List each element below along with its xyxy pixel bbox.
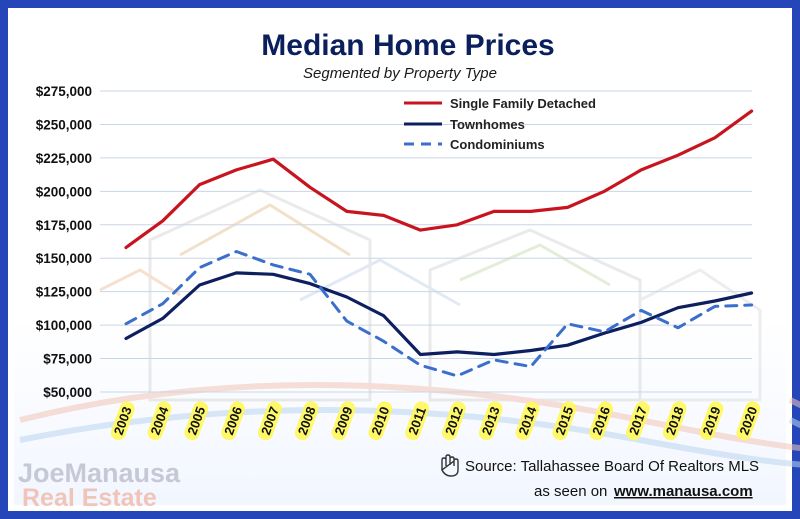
gridlines xyxy=(100,90,752,393)
y-tick-label: $125,000 xyxy=(36,285,92,300)
x-tick-highlight xyxy=(405,401,430,441)
x-tick-highlight xyxy=(552,401,577,441)
y-tick-label: $100,000 xyxy=(36,318,92,333)
x-tick: 2012 xyxy=(441,401,466,441)
source-note: Source: Tallahassee Board Of Realtors ML… xyxy=(441,454,759,500)
y-axis-tick-labels: $275,000 $250,000 $225,000 $200,000 $175,000… xyxy=(36,84,92,400)
x-tick: 2020 xyxy=(736,401,761,441)
x-tick-label: 2020 xyxy=(736,405,760,437)
y-tick-label: $225,000 xyxy=(36,151,92,166)
legend-label-condominiums: Condominiums xyxy=(450,137,545,152)
x-tick: 2011 xyxy=(405,401,430,441)
x-tick-label: 2014 xyxy=(516,404,540,437)
x-tick-highlight xyxy=(184,401,209,441)
series-line-townhomes xyxy=(124,271,754,357)
x-tick-highlight xyxy=(441,401,466,441)
source-text: Source: Tallahassee Board Of Realtors ML… xyxy=(465,458,759,475)
legend-label-single-family: Single Family Detached xyxy=(450,96,596,111)
x-tick: 2008 xyxy=(294,401,319,441)
chart-subtitle: Segmented by Property Type xyxy=(303,65,497,82)
x-tick-highlight xyxy=(294,401,319,441)
logo-line-2: Real Estate xyxy=(22,484,157,512)
source-url-link[interactable]: www.manausa.com xyxy=(613,483,753,500)
x-tick: 2009 xyxy=(331,401,356,441)
x-tick-highlight xyxy=(736,401,761,441)
series-line-single-family-detached xyxy=(124,109,754,250)
x-tick-highlight xyxy=(110,401,135,441)
x-axis-tick-labels: 2003 2004 2005 2006 2007 2008 2009 2010 2011 2012… xyxy=(110,401,761,441)
y-tick-label: $250,000 xyxy=(36,117,92,132)
legend-label-townhomes: Townhomes xyxy=(450,117,525,132)
x-tick: 2010 xyxy=(368,401,393,441)
x-tick: 2005 xyxy=(184,401,209,441)
seen-on-text: as seen on xyxy=(534,483,607,500)
chart-title: Median Home Prices xyxy=(261,29,554,62)
x-tick: 2007 xyxy=(257,401,282,441)
x-tick-label: 2015 xyxy=(552,405,576,437)
x-tick-highlight xyxy=(589,401,614,441)
x-tick-highlight xyxy=(147,401,172,441)
x-tick-highlight xyxy=(515,401,540,441)
series-lines xyxy=(124,109,754,378)
hand-icon xyxy=(441,454,459,477)
x-tick-highlight xyxy=(699,401,724,441)
x-tick-highlight xyxy=(257,401,282,441)
y-tick-label: $175,000 xyxy=(36,218,92,233)
x-tick: 2006 xyxy=(221,401,246,441)
y-tick-label: $150,000 xyxy=(36,251,92,266)
x-tick-label: 2012 xyxy=(442,405,466,437)
x-tick-highlight xyxy=(478,401,503,441)
x-tick-label: 2019 xyxy=(700,405,724,437)
y-tick-label: $200,000 xyxy=(36,184,92,199)
logo-line-1: JoeManausa xyxy=(18,458,181,488)
x-tick-highlight xyxy=(662,401,687,441)
legend: Single Family Detached Townhomes Condomi… xyxy=(404,96,596,152)
x-tick-highlight xyxy=(331,401,356,441)
x-tick-highlight xyxy=(368,401,393,441)
x-tick-label: 2006 xyxy=(221,405,245,437)
x-tick: 2018 xyxy=(662,401,687,441)
series-line-condominiums xyxy=(124,250,754,378)
y-tick-label: $275,000 xyxy=(36,84,92,99)
x-tick-highlight xyxy=(625,401,650,441)
company-logo: JoeManausa Real Estate xyxy=(18,458,181,512)
x-tick-label: 2018 xyxy=(663,405,687,437)
y-tick-label: $50,000 xyxy=(43,385,92,400)
x-tick-label: 2005 xyxy=(184,405,208,437)
x-tick-highlight xyxy=(221,401,246,441)
y-tick-label: $75,000 xyxy=(43,352,92,367)
